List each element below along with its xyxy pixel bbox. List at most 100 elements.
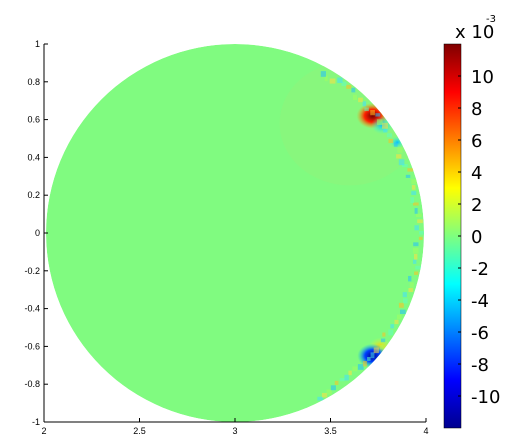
- colorbar-tick-label: -8: [471, 355, 489, 376]
- edge-speckle-cell: [418, 236, 423, 241]
- edge-speckle-cell: [411, 179, 417, 185]
- edge-speckle-cell: [403, 298, 408, 304]
- edge-speckle-cell: [412, 202, 419, 206]
- edge-speckle-cell: [415, 265, 422, 270]
- colorbar-tick-label: 4: [471, 163, 482, 184]
- edge-speckle-cell: [409, 282, 414, 288]
- edge-speckle-cell: [330, 385, 336, 391]
- x-tick-label: 3: [232, 426, 237, 436]
- edge-speckle-cell: [410, 197, 414, 204]
- edge-speckle-cell: [412, 259, 417, 264]
- y-tick-label: 0.8: [27, 77, 40, 87]
- colorbar-tick-labels: 10 8 6 4 2 0 -2 -4 -6 -8 -10: [458, 67, 500, 408]
- edge-speckle-cell: [376, 119, 383, 126]
- edge-speckle: [317, 71, 424, 401]
- y-tick-label: 0.4: [27, 152, 40, 162]
- edge-speckle-cell: [405, 174, 411, 178]
- colorbar-tick-label: -2: [471, 259, 489, 280]
- edge-speckle-cell: [418, 231, 424, 235]
- edge-speckle-cell: [411, 191, 417, 195]
- edge-speckle-cell: [414, 225, 419, 231]
- colorbar-tick-label: 0: [471, 227, 482, 248]
- edge-speckle-cell: [388, 138, 394, 144]
- edge-speckle-cell: [394, 319, 399, 325]
- edge-speckle-cell: [407, 168, 414, 172]
- y-tick-label: -0.8: [24, 379, 40, 389]
- edge-speckle-cell: [358, 97, 363, 103]
- y-tick-label: 0.6: [27, 115, 40, 125]
- colorbar-tick-label: 8: [471, 99, 482, 120]
- colorbar-tick-label: 6: [471, 131, 482, 152]
- edge-speckle-cell: [364, 107, 369, 112]
- y-ticks: 1 0.8 0.6 0.4 0.2 0 -0.2 -0.4 -0.6 -0.8 -1: [24, 39, 48, 427]
- edge-speckle-cell: [414, 271, 419, 275]
- edge-speckle-cell: [412, 248, 419, 254]
- y-tick-label: 0.2: [27, 190, 40, 200]
- edge-speckle-cell: [397, 147, 403, 153]
- colorbar-tick-label: 2: [471, 195, 482, 216]
- field-disc: [46, 44, 424, 422]
- edge-speckle-cell: [380, 338, 386, 343]
- y-tick-label: 1: [35, 39, 40, 49]
- edge-speckle-cell: [339, 378, 345, 382]
- edge-speckle-cell: [352, 366, 358, 372]
- x-tick-label: 2.5: [133, 426, 146, 436]
- edge-speckle-cell: [352, 94, 358, 101]
- edge-speckle-cell: [390, 324, 394, 329]
- x-tick-label: 4: [423, 426, 428, 436]
- y-tick-label: -0.4: [24, 304, 40, 314]
- y-tick-label: -0.6: [24, 341, 40, 351]
- edge-speckle-cell: [317, 396, 324, 401]
- x-tick-label: 2: [41, 426, 46, 436]
- edge-speckle-cell: [396, 314, 402, 320]
- edge-speckle-cell: [357, 364, 364, 370]
- edge-speckle-cell: [326, 389, 332, 395]
- edge-speckle-cell: [329, 78, 336, 84]
- edge-speckle-cell: [370, 109, 375, 116]
- edge-speckle-cell: [367, 357, 371, 361]
- edge-speckle-cell: [388, 329, 394, 336]
- edge-speckle-cell: [386, 133, 393, 138]
- sector-tint: [279, 61, 420, 186]
- edge-speckle-cell: [383, 128, 388, 133]
- edge-speckle-cell: [398, 302, 404, 308]
- x-ticks: 2 2.5 3 3.5 4: [41, 418, 429, 436]
- edge-speckle-cell: [321, 392, 328, 398]
- edge-speckle-cell: [370, 352, 375, 359]
- y-tick-label: 0: [35, 228, 40, 238]
- edge-speckle-cell: [400, 309, 406, 315]
- edge-speckle-cell: [373, 347, 379, 354]
- edge-speckle-cell: [341, 81, 347, 86]
- edge-speckle-cell: [351, 87, 356, 93]
- edge-speckle-cell: [408, 275, 412, 282]
- colorbar-tick-label: 10: [471, 67, 494, 88]
- y-tick-label: -1: [32, 417, 40, 427]
- edge-speckle-cell: [402, 164, 408, 168]
- edge-speckle-cell: [320, 71, 326, 77]
- colorbar: 10 8 6 4 2 0 -2 -4 -6 -8 -10 x 10 -3: [443, 14, 500, 429]
- edge-speckle-cell: [396, 154, 402, 159]
- y-tick-label: -0.2: [24, 266, 40, 276]
- edge-speckle-cell: [337, 77, 343, 83]
- edge-speckle-cell: [411, 185, 416, 190]
- axes: 2 2.5 3 3.5 4 1 0.8 0.6 0.4 0.2 0 -0.2 -0.4 -0.6 -0.8…: [24, 39, 428, 436]
- edge-speckle-cell: [413, 242, 419, 247]
- edge-speckle-cell: [362, 101, 367, 107]
- edge-speckle-cell: [382, 332, 386, 337]
- edge-speckle-cell: [324, 75, 328, 82]
- edge-speckle-cell: [398, 159, 405, 166]
- colorbar-tick-label: -10: [471, 387, 500, 408]
- x-tick-label: 3.5: [324, 426, 337, 436]
- edge-speckle-cell: [393, 142, 398, 147]
- edge-speckle-cell: [379, 344, 384, 350]
- edge-speckle-cell: [346, 84, 352, 89]
- edge-speckle-cell: [381, 122, 388, 129]
- colorbar-tick-label: -6: [471, 323, 489, 344]
- edge-speckle-cell: [344, 374, 349, 381]
- colorbar-exponent-base: x 10: [455, 22, 494, 43]
- edge-speckle-cell: [415, 213, 422, 218]
- edge-speckle-cell: [402, 292, 407, 298]
- edge-speckle-cell: [375, 113, 381, 117]
- colorbar-tick-label: -4: [471, 291, 489, 312]
- edge-speckle-cell: [414, 253, 418, 260]
